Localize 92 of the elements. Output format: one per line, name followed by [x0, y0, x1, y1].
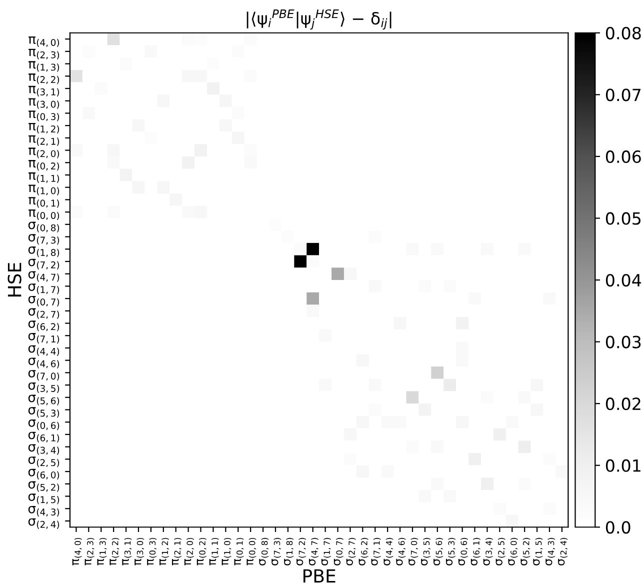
y-tick-label: σ$_{(2,5)}$: [28, 456, 60, 468]
y-tick-label: σ$_{(0,8)}$: [28, 222, 60, 232]
color-bar-label: 0.05: [606, 212, 641, 225]
color-bar-label: 0.03: [606, 336, 641, 348]
y-tick-label: π$_{(3,0)}$: [28, 98, 60, 109]
y-tick-label: π$_{(2,1)}$: [28, 135, 60, 146]
x-tick-label: π$_{(4,0)}$: [72, 538, 82, 566]
y-tick-label: σ$_{(1,5)}$: [28, 494, 60, 504]
y-tick-label: σ$_{(6,2)}$: [28, 320, 60, 332]
y-tick-label: σ$_{(0,7)}$: [28, 296, 60, 307]
y-tick-label: π$_{(1,0)}$: [28, 184, 60, 196]
y-tick-label: σ$_{(1,7)}$: [28, 284, 60, 294]
y-tick-label: σ$_{(3,5)}$: [28, 382, 60, 394]
y-tick-label: σ$_{(7,3)}$: [28, 234, 60, 245]
x-tick-label: σ$_{(1,8)}$: [284, 538, 294, 566]
x-tick-label: σ$_{(6,1)}$: [470, 538, 480, 566]
x-tick-label: σ$_{(7,0)}$: [408, 538, 418, 566]
color-bar-label: 0.01: [606, 459, 640, 472]
y-tick-label: σ$_{(5,2)}$: [28, 481, 60, 492]
y-tick-label: σ$_{(4,7)}$: [28, 271, 60, 282]
y-tick-label: σ$_{(5,6)}$: [28, 394, 60, 406]
x-tick-label: σ$_{(7,2)}$: [296, 538, 306, 566]
color-bar-label: 0.02: [606, 398, 640, 410]
x-tick-label: σ$_{(3,4)}$: [483, 538, 493, 566]
x-tick-label: σ$_{(3,5)}$: [421, 538, 431, 566]
x-tick-label: σ$_{(1,5)}$: [533, 538, 543, 566]
y-tick-label: π$_{(4,0)}$: [28, 36, 60, 48]
x-tick-label: π$_{(3,0)}$: [134, 538, 144, 566]
x-tick-label: σ$_{(2,7)}$: [346, 538, 356, 566]
y-tick-label: π$_{(1,2)}$: [28, 122, 60, 134]
x-tick-label: π$_{(3,1)}$: [122, 538, 132, 566]
y-tick-label: σ$_{(7,2)}$: [28, 258, 60, 270]
y-tick-label: π$_{(1,1)}$: [28, 172, 60, 183]
y-tick-label: π$_{(0,0)}$: [28, 209, 60, 220]
y-tick-label: π$_{(1,3)}$: [28, 61, 60, 72]
x-tick-label: π$_{(0,0)}$: [246, 538, 256, 566]
y-tick-label: π$_{(2,2)}$: [28, 74, 60, 84]
y-tick-label: σ$_{(4,6)}$: [28, 358, 60, 368]
y-tick-label: σ$_{(0,6)}$: [28, 420, 60, 430]
x-tick-label: σ$_{(0,8)}$: [259, 538, 269, 566]
y-tick-label: σ$_{(4,3)}$: [28, 506, 60, 517]
x-tick-label: σ$_{(5,6)}$: [434, 538, 444, 566]
y-tick-label: σ$_{(2,7)}$: [28, 308, 60, 319]
x-tick-label: π$_{(0,2)}$: [196, 538, 206, 566]
x-tick-label: σ$_{(5,3)}$: [446, 538, 456, 566]
x-tick-label: σ$_{(0,7)}$: [334, 538, 344, 566]
x-tick-label: σ$_{(4,6)}$: [396, 538, 406, 566]
y-axis-title: HSE: [8, 262, 22, 296]
x-tick-label: π$_{(2,3)}$: [84, 538, 94, 566]
x-tick-label: σ$_{(0,6)}$: [458, 538, 468, 566]
y-tick-label: π$_{(2,0)}$: [28, 148, 60, 158]
x-tick-label: σ$_{(5,2)}$: [520, 538, 530, 566]
y-tick-label: σ$_{(7,0)}$: [28, 370, 60, 381]
y-tick-label: π$_{(0,3)}$: [28, 110, 60, 122]
x-tick-label: π$_{(1,3)}$: [97, 538, 107, 566]
y-tick-label: σ$_{(6,0)}$: [28, 468, 60, 480]
x-tick-label: π$_{(1,0)}$: [222, 538, 232, 566]
y-tick-label: σ$_{(1,8)}$: [28, 246, 60, 258]
x-tick-label: σ$_{(4,3)}$: [546, 538, 556, 566]
x-tick-label: π$_{(0,3)}$: [147, 538, 157, 566]
color-bar-label: 0.0: [606, 521, 630, 534]
x-tick-label: π$_{(0,1)}$: [234, 538, 244, 566]
x-tick-label: σ$_{(7,1)}$: [371, 538, 381, 566]
x-tick-label: σ$_{(2,4)}$: [558, 538, 568, 566]
x-tick-label: σ$_{(6,2)}$: [358, 538, 368, 566]
y-tick-label: π$_{(2,3)}$: [28, 48, 60, 60]
color-bar-label: 0.04: [606, 274, 642, 287]
x-tick-label: σ$_{(7,3)}$: [272, 538, 282, 566]
x-tick-label: π$_{(2,1)}$: [172, 538, 182, 566]
y-tick-label: π$_{(0,1)}$: [28, 197, 60, 208]
x-tick-label: σ$_{(4,4)}$: [384, 538, 394, 566]
y-tick-label: σ$_{(5,3)}$: [28, 407, 60, 418]
y-tick-label: σ$_{(4,4)}$: [28, 345, 60, 356]
chart-title: |⟨ψ$_{i}$$^{PBE}$|ψ$_{j}$$^{HSE}$⟩ − δ$_{ij}$|: [246, 9, 392, 30]
x-tick-label: π$_{(2,2)}$: [110, 538, 120, 566]
y-tick-label: σ$_{(3,4)}$: [28, 444, 60, 455]
y-tick-label: π$_{(0,2)}$: [28, 160, 60, 171]
color-bar-label: 0.08: [606, 26, 641, 40]
y-tick-label: σ$_{(7,1)}$: [28, 333, 60, 344]
y-tick-label: π$_{(3,1)}$: [28, 86, 60, 96]
x-tick-label: π$_{(1,2)}$: [160, 538, 170, 566]
x-tick-label: σ$_{(2,5)}$: [496, 538, 506, 566]
x-tick-label: σ$_{(6,0)}$: [508, 538, 518, 566]
y-tick-label: σ$_{(2,4)}$: [28, 518, 60, 529]
y-tick-label: σ$_{(6,1)}$: [28, 432, 60, 442]
x-tick-label: π$_{(2,0)}$: [184, 538, 194, 566]
x-axis-title: PBE: [304, 569, 336, 583]
color-bar-label: 0.07: [606, 88, 641, 102]
x-tick-label: σ$_{(4,7)}$: [308, 538, 318, 566]
x-tick-label: σ$_{(1,7)}$: [321, 538, 331, 566]
color-bar-label: 0.06: [606, 150, 641, 164]
x-tick-label: π$_{(1,1)}$: [209, 538, 219, 566]
